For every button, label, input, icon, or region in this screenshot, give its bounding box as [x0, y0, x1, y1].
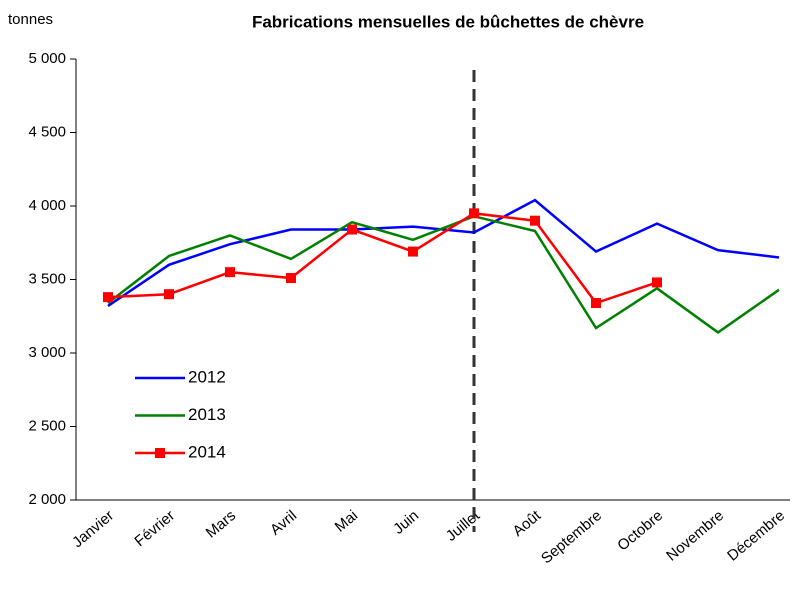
- y-tick-label: 3 500: [28, 270, 66, 287]
- series-line: [107, 198, 780, 307]
- legend-label: 2014: [188, 442, 226, 461]
- legend-marker: [155, 448, 165, 458]
- x-tick-label: Mars: [203, 507, 239, 541]
- chart-title: Fabrications mensuelles de bûchettes de …: [252, 12, 644, 31]
- x-tick-label: Avril: [267, 507, 300, 539]
- point-marker: [408, 246, 418, 257]
- series-line: [107, 214, 780, 334]
- x-tick-label: Octobre: [614, 507, 666, 554]
- point-marker: [591, 298, 601, 309]
- x-tick-label: Décembre: [724, 507, 788, 565]
- x-tick-label: Janvier: [69, 507, 117, 551]
- legend-label: 2013: [188, 405, 226, 424]
- x-tick-label: Juin: [390, 507, 422, 538]
- point-marker: [225, 267, 235, 278]
- x-tick-label: Juillet: [443, 507, 484, 545]
- x-tick-label: Août: [510, 507, 545, 540]
- point-marker: [286, 273, 296, 284]
- y-tick-label: 4 000: [28, 197, 66, 214]
- y-tick-label: 2 000: [28, 491, 66, 508]
- y-tick-label: 2 500: [28, 417, 66, 434]
- legend-label: 2012: [188, 367, 226, 386]
- y-tick-label: 5 000: [28, 50, 66, 67]
- x-tick-label: Septembre: [538, 507, 605, 567]
- point-marker: [530, 215, 540, 226]
- x-tick-label: Février: [131, 507, 178, 550]
- point-marker: [652, 277, 662, 288]
- y-tick-label: 4 500: [28, 123, 66, 140]
- x-tick-label: Mai: [332, 507, 361, 536]
- series-line: [107, 212, 658, 305]
- point-marker: [164, 289, 174, 300]
- point-marker: [347, 224, 357, 235]
- x-tick-label: Novembre: [663, 507, 727, 565]
- y-tick-label: 3 000: [28, 344, 66, 361]
- point-marker: [103, 292, 113, 303]
- point-marker: [469, 208, 479, 219]
- y-axis-label: tonnes: [8, 11, 53, 28]
